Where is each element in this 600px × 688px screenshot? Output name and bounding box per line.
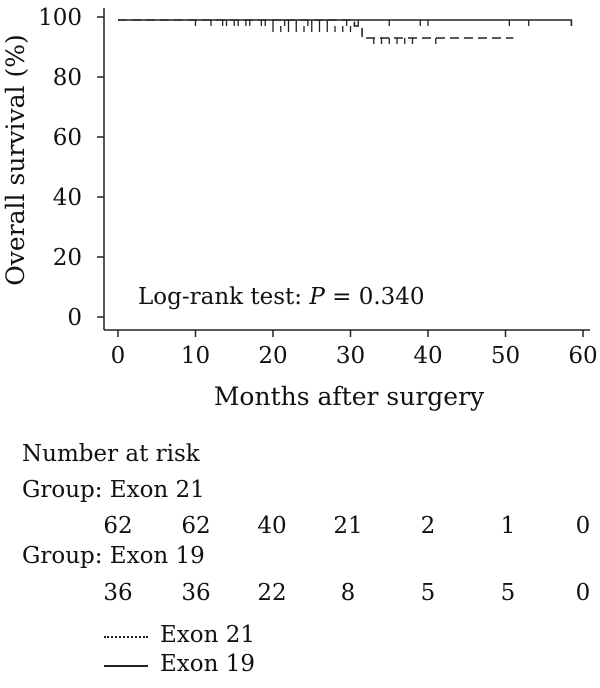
x-axis-title: Months after surgery xyxy=(214,382,485,411)
x-tick-label: 40 xyxy=(413,343,442,369)
risk-value: 2 xyxy=(420,513,436,539)
x-tick-label: 0 xyxy=(111,343,126,369)
risk-value: 0 xyxy=(575,513,591,539)
legend-label-exon19: Exon 19 xyxy=(160,651,255,677)
x-tick-label: 30 xyxy=(336,343,365,369)
risk-value: 1 xyxy=(500,513,516,539)
y-tick-label: 20 xyxy=(53,245,82,271)
risk-value: 36 xyxy=(103,580,133,606)
x-tick-label: 10 xyxy=(181,343,210,369)
risk-group-label-exon21: Group: Exon 21 xyxy=(22,477,205,503)
km-curve-exon-19 xyxy=(118,19,573,26)
risk-value: 40 xyxy=(257,513,287,539)
km-curve-exon-21 xyxy=(118,19,514,39)
risk-value: 62 xyxy=(103,513,133,539)
y-tick-label: 0 xyxy=(67,305,82,331)
y-tick-label: 80 xyxy=(53,65,82,91)
risk-value: 8 xyxy=(340,580,356,606)
y-tick-label: 60 xyxy=(53,125,82,151)
y-tick-label: 40 xyxy=(53,185,82,211)
x-tick-label: 60 xyxy=(568,343,597,369)
legend-swatch-exon19 xyxy=(104,665,148,667)
risk-table-title: Number at risk xyxy=(22,441,200,467)
risk-value: 21 xyxy=(333,513,363,539)
risk-value: 5 xyxy=(500,580,516,606)
risk-value: 62 xyxy=(181,513,211,539)
risk-value: 5 xyxy=(420,580,436,606)
risk-value: 36 xyxy=(181,580,211,606)
legend-label-exon21: Exon 21 xyxy=(160,622,255,648)
logrank-annotation: Log-rank test: P = 0.340 xyxy=(138,284,425,310)
y-axis-title: Overall survival (%) xyxy=(1,34,30,285)
x-tick-label: 20 xyxy=(258,343,287,369)
x-tick-label: 50 xyxy=(491,343,520,369)
risk-value: 22 xyxy=(257,580,287,606)
y-tick-label: 100 xyxy=(38,5,82,31)
survival-chart: 0 20 40 60 80 100 0 10 20 30 40 50 60 Months after su… xyxy=(1,5,598,411)
legend-swatch-exon21 xyxy=(104,636,148,638)
risk-group-label-exon19: Group: Exon 19 xyxy=(22,543,205,569)
risk-value: 0 xyxy=(575,580,591,606)
